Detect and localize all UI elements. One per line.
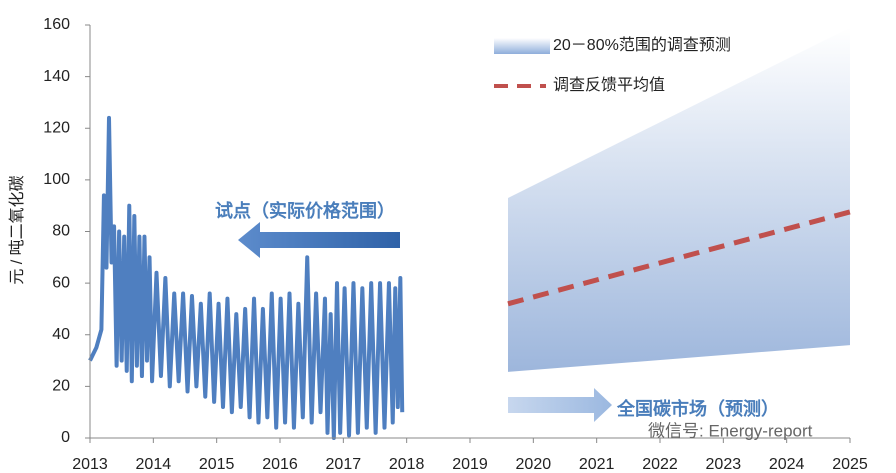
x-tick-label: 2020 bbox=[516, 456, 552, 473]
x-tick-label: 2023 bbox=[706, 456, 742, 473]
legend-label: 调查反馈平均值 bbox=[553, 76, 665, 94]
x-tick-label: 2025 bbox=[832, 456, 868, 473]
price-line bbox=[88, 115, 405, 440]
x-tick-label: 2016 bbox=[262, 456, 298, 473]
y-tick-label: 160 bbox=[43, 16, 70, 33]
y-axis-label: 元 / 吨二氧化碳 bbox=[8, 175, 26, 284]
annotation: 全国碳市场（预测） bbox=[616, 398, 779, 419]
y-tick-label: 100 bbox=[43, 171, 70, 188]
x-tick-label: 2014 bbox=[136, 456, 172, 473]
watermark: 微信号: Energy-report bbox=[648, 421, 813, 440]
y-tick-label: 140 bbox=[43, 68, 70, 85]
x-tick-label: 2015 bbox=[199, 456, 235, 473]
legend-label: 20－80%范围的调查预测 bbox=[553, 36, 731, 54]
annotation: 试点（实际价格范围） bbox=[215, 200, 395, 221]
plot-area bbox=[88, 27, 851, 440]
range-band bbox=[508, 27, 850, 372]
y-tick-label: 80 bbox=[52, 223, 70, 240]
y-tick-label: 0 bbox=[61, 429, 70, 446]
x-tick-label: 2024 bbox=[769, 456, 805, 473]
arrow-right bbox=[508, 388, 612, 422]
legend-swatch bbox=[494, 38, 550, 54]
y-tick-label: 120 bbox=[43, 119, 70, 136]
x-tick-label: 2017 bbox=[326, 456, 362, 473]
arrow-left bbox=[238, 222, 400, 258]
x-tick-label: 2022 bbox=[642, 456, 678, 473]
x-tick-label: 2021 bbox=[579, 456, 615, 473]
x-tick-label: 2019 bbox=[452, 456, 488, 473]
y-tick-label: 60 bbox=[52, 274, 70, 291]
x-tick-label: 2018 bbox=[389, 456, 425, 473]
y-tick-label: 40 bbox=[52, 326, 70, 343]
mean-line bbox=[507, 209, 851, 307]
x-tick-label: 2013 bbox=[72, 456, 108, 473]
y-tick-label: 20 bbox=[52, 378, 70, 395]
